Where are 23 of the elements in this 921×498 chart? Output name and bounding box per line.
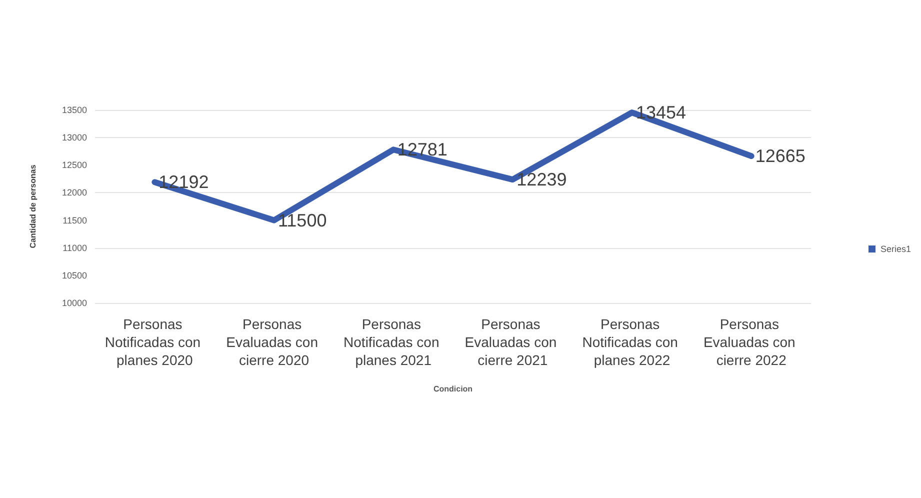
y-tick-label: 12500 xyxy=(62,160,87,170)
y-tick-label: 10000 xyxy=(62,298,87,308)
data-label: 12192 xyxy=(158,172,209,192)
y-tick-label: 12000 xyxy=(62,188,87,198)
y-tick-label: 11000 xyxy=(62,242,87,253)
data-label: 11500 xyxy=(278,210,327,230)
y-axis-title: Cantidad de personas xyxy=(28,164,38,248)
x-tick-label: Personas Evaluadas con cierre 2021 xyxy=(464,316,561,368)
data-label: 13454 xyxy=(636,102,686,123)
data-label: 12781 xyxy=(397,140,448,160)
y-tick-label: 13500 xyxy=(62,105,87,115)
x-axis-title: Condicion xyxy=(433,384,473,394)
x-tick-label: Personas Evaluadas con cierre 2022 xyxy=(703,316,800,368)
legend-label: Series1 xyxy=(880,244,911,254)
x-tick-label: Personas Notificadas con planes 2022 xyxy=(582,316,682,368)
x-tick-label: Personas Evaluadas con cierre 2020 xyxy=(226,316,322,368)
y-tick-label: 13000 xyxy=(62,132,87,143)
data-label: 12665 xyxy=(755,146,806,166)
x-tick-label: Personas Notificadas con planes 2021 xyxy=(344,316,444,368)
y-tick-label: 11500 xyxy=(62,215,87,226)
x-tick-label: Personas Notificadas con planes 2020 xyxy=(104,316,204,368)
y-tick-label: 10500 xyxy=(62,270,87,280)
data-label: 12239 xyxy=(516,170,567,190)
